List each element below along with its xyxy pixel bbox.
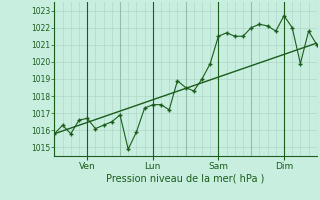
X-axis label: Pression niveau de la mer( hPa ): Pression niveau de la mer( hPa )	[107, 173, 265, 183]
